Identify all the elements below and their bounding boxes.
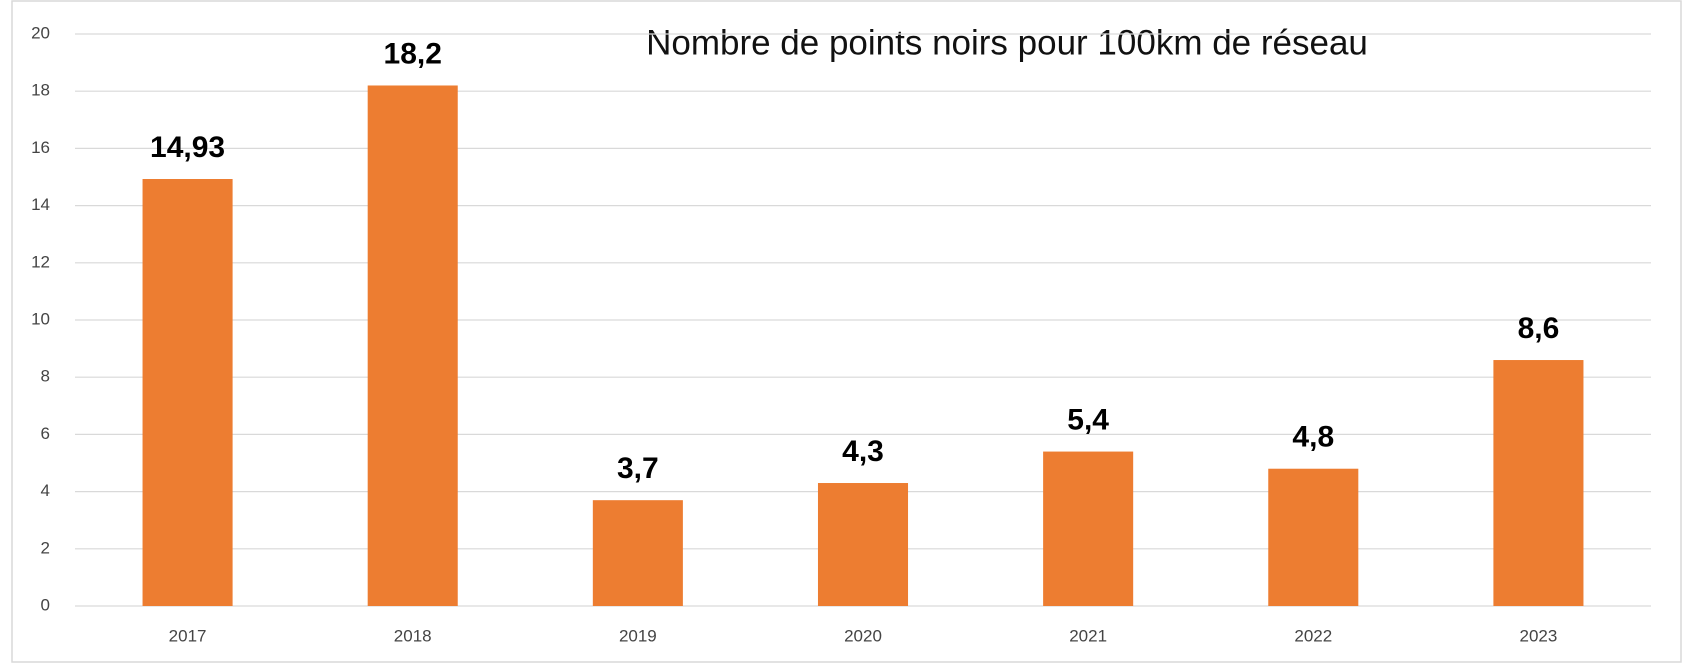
data-label: 3,7 bbox=[617, 452, 659, 485]
x-tick-label: 2018 bbox=[394, 626, 432, 645]
x-tick-label: 2017 bbox=[169, 626, 207, 645]
x-tick-label: 2022 bbox=[1294, 626, 1332, 645]
y-tick-label: 2 bbox=[41, 538, 50, 557]
bar bbox=[1043, 451, 1134, 606]
y-tick-label: 20 bbox=[31, 23, 50, 42]
y-tick-label: 8 bbox=[41, 367, 50, 386]
data-label: 18,2 bbox=[384, 37, 442, 70]
bar bbox=[1493, 360, 1584, 606]
x-tick-label: 2021 bbox=[1069, 626, 1107, 645]
y-tick-label: 16 bbox=[31, 138, 50, 157]
x-tick-label: 2019 bbox=[619, 626, 657, 645]
data-label: 14,93 bbox=[150, 131, 225, 164]
data-label: 5,4 bbox=[1067, 403, 1109, 436]
y-tick-label: 10 bbox=[31, 309, 50, 328]
bar bbox=[817, 483, 909, 606]
data-label: 4,8 bbox=[1292, 421, 1334, 454]
y-tick-label: 12 bbox=[31, 252, 50, 271]
y-tick-label: 0 bbox=[41, 595, 50, 614]
data-label: 4,3 bbox=[842, 435, 884, 468]
chart-title: Nombre de points noirs pour 100km de rés… bbox=[646, 23, 1368, 62]
y-tick-label: 6 bbox=[41, 424, 50, 443]
y-tick-label: 4 bbox=[41, 481, 50, 500]
bar bbox=[1268, 468, 1359, 606]
x-tick-label: 2020 bbox=[844, 626, 882, 645]
bar bbox=[592, 500, 683, 606]
bar bbox=[367, 85, 458, 607]
x-tick-label: 2023 bbox=[1520, 626, 1558, 645]
bar bbox=[142, 179, 233, 606]
data-label: 8,6 bbox=[1518, 312, 1560, 345]
y-tick-label: 18 bbox=[31, 81, 50, 100]
y-tick-label: 14 bbox=[31, 195, 50, 214]
